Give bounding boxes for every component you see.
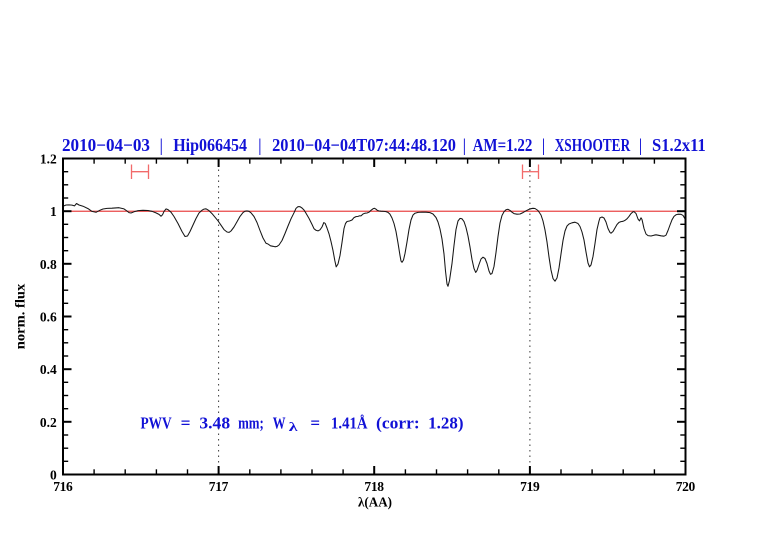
svg-text:2010−04−04T07:44:48.120: 2010−04−04T07:44:48.120 bbox=[272, 135, 456, 155]
svg-text:λ: λ bbox=[289, 420, 299, 434]
svg-text:0.2: 0.2 bbox=[40, 415, 57, 430]
svg-text:718: 718 bbox=[364, 479, 384, 494]
svg-text:1: 1 bbox=[50, 204, 57, 219]
svg-text:XSHOOTER: XSHOOTER bbox=[555, 135, 631, 155]
svg-text:=: = bbox=[181, 413, 191, 432]
svg-text:716: 716 bbox=[53, 479, 73, 494]
svg-text:2010−04−03: 2010−04−03 bbox=[62, 135, 150, 155]
svg-text:(corr:: (corr: bbox=[376, 413, 420, 432]
svg-text:1.41Å: 1.41Å bbox=[331, 413, 368, 432]
svg-text:0.6: 0.6 bbox=[40, 310, 57, 325]
svg-text:720: 720 bbox=[676, 479, 696, 494]
svg-text:0.8: 0.8 bbox=[40, 257, 57, 272]
svg-text:1.2: 1.2 bbox=[40, 152, 57, 167]
svg-text:=: = bbox=[310, 413, 320, 432]
svg-text:W: W bbox=[273, 413, 286, 432]
svg-text:λ(AA): λ(AA) bbox=[358, 495, 392, 510]
svg-text:PWV: PWV bbox=[141, 413, 172, 432]
svg-text:S1.2x11: S1.2x11 bbox=[652, 135, 706, 155]
svg-text:|: | bbox=[160, 135, 163, 155]
svg-text:mm;: mm; bbox=[238, 413, 264, 432]
svg-text:0: 0 bbox=[50, 468, 57, 483]
svg-text:|: | bbox=[258, 135, 261, 155]
svg-text:0.4: 0.4 bbox=[40, 362, 57, 377]
svg-text:|: | bbox=[639, 135, 642, 155]
svg-text:|: | bbox=[463, 135, 466, 155]
svg-text:|: | bbox=[542, 135, 545, 155]
svg-text:AM=1.22: AM=1.22 bbox=[473, 135, 533, 155]
svg-text:719: 719 bbox=[520, 479, 540, 494]
svg-text:717: 717 bbox=[209, 479, 229, 494]
svg-text:1.28): 1.28) bbox=[428, 413, 463, 432]
svg-text:Hip066454: Hip066454 bbox=[173, 135, 247, 155]
svg-text:3.48: 3.48 bbox=[199, 413, 230, 432]
svg-text:norm. flux: norm. flux bbox=[13, 283, 28, 349]
